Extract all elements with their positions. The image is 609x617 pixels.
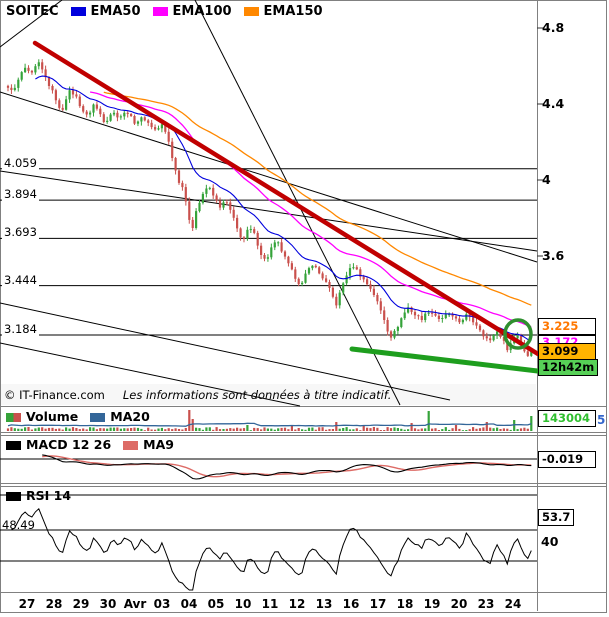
x-axis-label: 17 bbox=[369, 597, 387, 611]
candles-up bbox=[13, 59, 533, 357]
price-level-label: 3.894 bbox=[2, 187, 39, 201]
panel-divider bbox=[0, 406, 607, 407]
volume-label: Volume bbox=[26, 409, 79, 424]
ema100-value-partial: 3.172 bbox=[542, 335, 579, 344]
macd-panel-canvas bbox=[0, 454, 537, 480]
right-axis-label: 4 bbox=[542, 172, 551, 187]
x-axis-label: 20 bbox=[450, 597, 468, 611]
volume-ma20-line bbox=[7, 422, 532, 427]
symbol-label: SOITEC bbox=[6, 4, 59, 19]
volume-panel-canvas bbox=[6, 410, 533, 431]
x-axis-label: 12 bbox=[288, 597, 306, 611]
rsi-swatch bbox=[6, 492, 21, 501]
x-axis-label: 29 bbox=[72, 597, 90, 611]
ma9-swatch bbox=[123, 441, 139, 450]
trendline-fan-mid bbox=[0, 170, 538, 252]
right-axis-label: 3.6 bbox=[542, 248, 565, 263]
x-axis-label: Avr bbox=[123, 597, 147, 611]
ema50-label: EMA50 bbox=[90, 4, 141, 19]
macd-line bbox=[42, 454, 532, 480]
trendline-support bbox=[349, 346, 549, 375]
macd-legend: MACD 12 26 MA9 bbox=[6, 437, 174, 452]
ema50-swatch bbox=[70, 7, 86, 16]
x-axis-label: 04 bbox=[180, 597, 198, 611]
price-level-label: 3.184 bbox=[2, 322, 39, 336]
x-axis-label: 03 bbox=[153, 597, 171, 611]
x-axis-label: 05 bbox=[207, 597, 225, 611]
ma20-value-partial: 5 bbox=[597, 413, 606, 427]
rsi-axis-label: 40 bbox=[541, 534, 559, 549]
x-axis-label: 18 bbox=[396, 597, 414, 611]
trendline-resistance bbox=[32, 40, 541, 357]
candles-down bbox=[6, 59, 529, 357]
copyright-notice: Les informations sont données à titre in… bbox=[122, 388, 392, 402]
ma9-label: MA9 bbox=[143, 437, 174, 452]
ma20-label: MA20 bbox=[110, 409, 150, 424]
panel-divider bbox=[0, 592, 607, 593]
trendline-fan-bottom bbox=[0, 342, 301, 407]
ema150-value-badge: 3.225 bbox=[538, 318, 596, 335]
trendline-fan-upper bbox=[0, 91, 538, 263]
rsi-value-badge: 53.7 bbox=[538, 509, 575, 526]
trendline-fan-lower bbox=[0, 302, 451, 401]
ema100-label: EMA100 bbox=[172, 4, 232, 19]
trendline-fan-topleft bbox=[0, 0, 63, 48]
volume-value-badge: 143004 bbox=[538, 410, 596, 427]
x-axis-label: 11 bbox=[261, 597, 279, 611]
macd-value-badge: -0.019 bbox=[538, 451, 596, 468]
main-legend: SOITEC EMA50 EMA100 EMA150 bbox=[6, 4, 323, 19]
macd-label: MACD 12 26 bbox=[26, 437, 112, 452]
x-axis-label: 16 bbox=[342, 597, 360, 611]
x-axis-label: 24 bbox=[504, 597, 522, 611]
rsi-panel-canvas bbox=[0, 494, 537, 591]
ema100-swatch bbox=[152, 7, 168, 16]
price-panel-canvas bbox=[0, 0, 549, 407]
panel-divider bbox=[0, 435, 607, 436]
x-axis-label: 30 bbox=[99, 597, 117, 611]
macd-swatch bbox=[6, 441, 21, 450]
volume-bars bbox=[6, 410, 533, 431]
x-axis-label: 19 bbox=[423, 597, 441, 611]
right-axis-label: 4.4 bbox=[542, 96, 565, 111]
last-price-badge: 3.099 bbox=[538, 343, 596, 360]
copyright: © IT-Finance.com Les informations sont d… bbox=[4, 388, 391, 402]
ma20-swatch bbox=[90, 413, 106, 422]
price-level-label: 4.059 bbox=[2, 156, 39, 170]
rsi-legend: RSI 14 bbox=[6, 488, 71, 503]
ema150-swatch bbox=[243, 7, 259, 16]
volume-legend: Volume MA20 bbox=[6, 409, 150, 424]
ema100-line bbox=[89, 91, 532, 328]
plot-right-border bbox=[537, 0, 538, 611]
volume-swatch bbox=[6, 413, 21, 422]
x-axis-label: 27 bbox=[18, 597, 36, 611]
trendline-fan-steep bbox=[194, 0, 401, 406]
x-axis-label: 23 bbox=[477, 597, 495, 611]
panel-divider bbox=[0, 483, 607, 484]
x-axis-label: 10 bbox=[234, 597, 252, 611]
copyright-brand: © IT-Finance.com bbox=[4, 388, 105, 402]
rsi-label: RSI 14 bbox=[26, 488, 72, 503]
highlight-circle bbox=[503, 318, 533, 350]
x-axis-label: 28 bbox=[45, 597, 63, 611]
ema150-label: EMA150 bbox=[263, 4, 323, 19]
price-level-label: 3.444 bbox=[2, 273, 39, 287]
ema150-line bbox=[103, 91, 532, 306]
x-axis-label: 13 bbox=[315, 597, 333, 611]
time-remaining-badge: 12h42m bbox=[538, 359, 599, 376]
ema50-line bbox=[35, 75, 532, 342]
rsi-line bbox=[11, 507, 532, 591]
right-axis-label: 4.8 bbox=[542, 20, 565, 35]
rsi-level-label: 48.49 bbox=[2, 518, 35, 532]
panel-divider bbox=[0, 432, 607, 433]
price-level-label: 3.693 bbox=[2, 225, 39, 239]
panel-divider bbox=[0, 486, 607, 487]
